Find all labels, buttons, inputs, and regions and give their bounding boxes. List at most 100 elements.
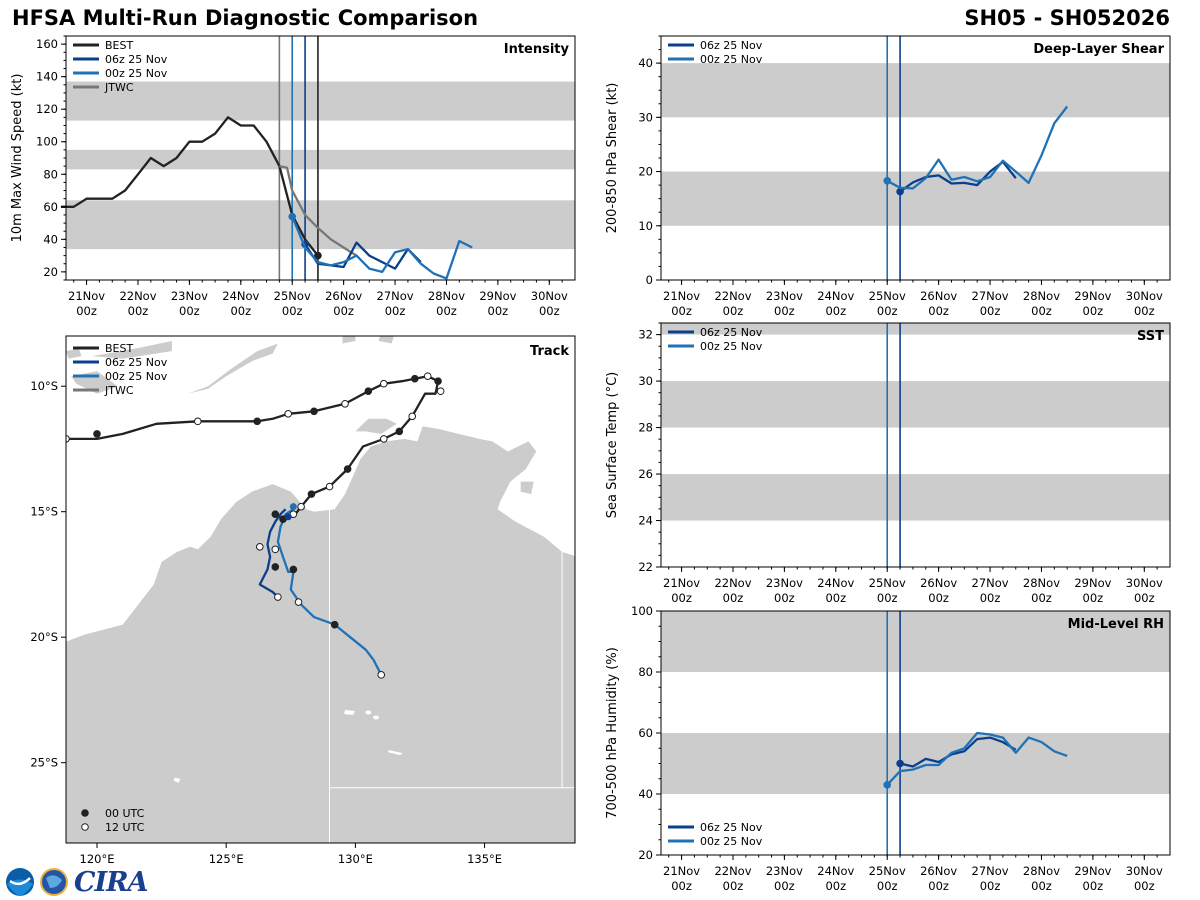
tanimbar-land bbox=[378, 336, 394, 344]
rh-xtick-sublabel: 00z bbox=[1031, 879, 1052, 893]
shear-ytick-label: 40 bbox=[638, 56, 653, 70]
intensity-band-1 bbox=[66, 149, 575, 170]
rh-xtick-label: 27Nov bbox=[972, 864, 1009, 878]
track-00z-line bbox=[276, 508, 383, 676]
track-ytick-label: 25°S bbox=[30, 756, 58, 770]
track-06z-line bbox=[258, 508, 287, 598]
intensity-series-best bbox=[60, 116, 319, 257]
rh-band-1 bbox=[661, 611, 1170, 672]
sst-xtick-label: 24Nov bbox=[817, 576, 854, 590]
intensity-xtick-sublabel: 00z bbox=[436, 304, 457, 318]
intensity-point-0 bbox=[314, 251, 322, 260]
intensity-xtick-sublabel: 00z bbox=[76, 304, 97, 318]
inland-water bbox=[365, 710, 372, 715]
track-title: Track bbox=[530, 344, 569, 359]
shear-xtick-sublabel: 00z bbox=[1083, 304, 1104, 318]
shear-legend-label: 06z 25 Nov bbox=[700, 39, 763, 52]
track-best-12utc-point bbox=[380, 435, 388, 443]
shear-xtick-label: 24Nov bbox=[817, 289, 854, 303]
lake-disappointment bbox=[173, 777, 181, 783]
noaa-logo-icon bbox=[6, 868, 34, 896]
sst-ylabel: Sea Surface Temp (°C) bbox=[605, 372, 620, 519]
shear-xtick-label: 26Nov bbox=[920, 289, 957, 303]
track-06z-12utc-point bbox=[255, 543, 264, 551]
track-06z-00utc-point bbox=[289, 565, 298, 574]
rh-xtick-label: 24Nov bbox=[817, 864, 854, 878]
sst-ytick-label: 30 bbox=[638, 374, 653, 388]
shear-xtick-label: 29Nov bbox=[1074, 289, 1111, 303]
track-best-12utc-point bbox=[380, 379, 388, 388]
intensity-ytick-label: 60 bbox=[43, 200, 58, 214]
track-best-00utc-point bbox=[411, 374, 419, 383]
intensity-xtick-label: 26Nov bbox=[325, 289, 362, 303]
track-best-12utc-point bbox=[297, 502, 305, 511]
intensity-xtick-sublabel: 00z bbox=[179, 304, 200, 318]
rh-xtick-sublabel: 00z bbox=[723, 879, 744, 893]
track-06z-start-point bbox=[284, 513, 292, 521]
groote-land bbox=[520, 481, 534, 495]
track-best-12utc-point bbox=[325, 482, 334, 491]
rh-xtick-sublabel: 00z bbox=[774, 879, 795, 893]
track-marker-legend-label: 12 UTC bbox=[105, 821, 145, 834]
intensity-xtick-label: 29Nov bbox=[479, 289, 516, 303]
intensity-legend-label: JTWC bbox=[104, 81, 134, 94]
babar-land bbox=[342, 336, 356, 344]
mornington-land bbox=[596, 549, 604, 557]
track-marker-legend-dot bbox=[81, 809, 89, 817]
intensity-xtick-sublabel: 00z bbox=[385, 304, 406, 318]
shear-xtick-sublabel: 00z bbox=[877, 304, 898, 318]
intensity-xtick-sublabel: 00z bbox=[488, 304, 509, 318]
shear-xtick-sublabel: 00z bbox=[825, 304, 846, 318]
shear-point-0 bbox=[896, 187, 904, 196]
sst-title: SST bbox=[1137, 329, 1164, 344]
rh-xtick-label: 30Nov bbox=[1126, 864, 1163, 878]
sst-band-0 bbox=[661, 474, 1170, 521]
rh-xtick-label: 21Nov bbox=[663, 864, 700, 878]
rh-xtick-sublabel: 00z bbox=[825, 879, 846, 893]
rh-point-0 bbox=[896, 759, 904, 768]
rh-point-1 bbox=[883, 781, 892, 789]
sst-xtick-label: 21Nov bbox=[663, 576, 700, 590]
shear-xtick-sublabel: 00z bbox=[980, 304, 1001, 318]
rh-xtick-label: 25Nov bbox=[869, 864, 906, 878]
rh-xtick-sublabel: 00z bbox=[671, 879, 692, 893]
intensity-ytick-label: 160 bbox=[36, 37, 58, 51]
shear-xtick-sublabel: 00z bbox=[1031, 304, 1052, 318]
track-best-12utc-point bbox=[436, 387, 445, 396]
intensity-xtick-label: 30Nov bbox=[531, 289, 568, 303]
sst-ytick-label: 28 bbox=[638, 421, 653, 435]
intensity-ytick-label: 40 bbox=[43, 232, 58, 246]
rh-xtick-label: 23Nov bbox=[766, 864, 803, 878]
intensity-xtick-label: 22Nov bbox=[119, 289, 156, 303]
aru-land bbox=[464, 286, 480, 311]
sst-xtick-sublabel: 00z bbox=[980, 591, 1001, 605]
intensity-legend-label: 00z 25 Nov bbox=[105, 67, 168, 80]
intensity-xtick-label: 24Nov bbox=[222, 289, 259, 303]
track-legend-label: 06z 25 Nov bbox=[105, 356, 168, 369]
rh-xtick-sublabel: 00z bbox=[928, 879, 949, 893]
sst-xtick-sublabel: 00z bbox=[825, 591, 846, 605]
shear-band-0 bbox=[661, 171, 1170, 226]
track-06z-00utc-point bbox=[271, 563, 280, 571]
storm-id: SH05 - SH052026 bbox=[964, 6, 1170, 30]
track-legend-label: 00z 25 Nov bbox=[105, 370, 168, 383]
shear-xtick-label: 25Nov bbox=[869, 289, 906, 303]
sst-xtick-sublabel: 00z bbox=[774, 591, 795, 605]
shear-ytick-label: 10 bbox=[638, 219, 653, 233]
inland-water bbox=[373, 715, 380, 720]
track-frame bbox=[65, 335, 576, 844]
track-best-00utc-point bbox=[307, 490, 316, 498]
sst-xtick-label: 30Nov bbox=[1126, 576, 1163, 590]
shear-ytick-label: 20 bbox=[638, 165, 653, 179]
track-best-12utc-point bbox=[423, 372, 432, 380]
intensity-ylabel: 10m Max Wind Speed (kt) bbox=[10, 74, 25, 243]
shear-xtick-sublabel: 00z bbox=[1134, 304, 1155, 318]
intensity-ytick-label: 120 bbox=[36, 102, 58, 116]
track-legend-label: BEST bbox=[105, 342, 133, 355]
sst-xtick-sublabel: 00z bbox=[1031, 591, 1052, 605]
track-best-00utc-point bbox=[271, 510, 280, 519]
track-marker-legend-label: 00 UTC bbox=[105, 807, 145, 820]
track-map-layer bbox=[66, 286, 604, 843]
rh-ytick-label: 40 bbox=[638, 787, 653, 801]
track-best-00utc-point bbox=[434, 377, 442, 385]
